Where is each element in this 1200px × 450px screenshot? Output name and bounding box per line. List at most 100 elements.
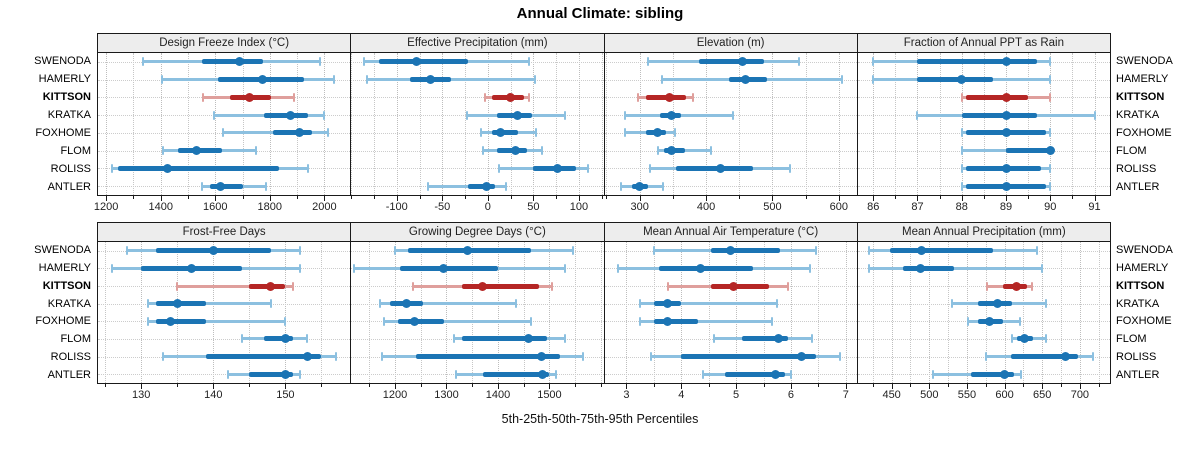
median-dot bbox=[285, 110, 295, 120]
axis-tick bbox=[601, 196, 603, 199]
whisker-cap bbox=[770, 316, 773, 326]
axis-tick bbox=[177, 384, 179, 387]
panel-header-design-freeze-index-c: Design Freeze Index (°C) bbox=[97, 33, 352, 53]
panel-title: Elevation (m) bbox=[696, 37, 765, 49]
whisker-cap bbox=[551, 281, 554, 291]
station-label-right: SWENODA bbox=[1116, 55, 1173, 67]
whisker-cap bbox=[839, 352, 842, 362]
axis-tick-label: 400 bbox=[696, 201, 716, 213]
whisker-cap bbox=[1049, 75, 1052, 85]
axis-tick bbox=[472, 384, 474, 387]
whisker-cap bbox=[176, 281, 179, 291]
axis-tick-label: 1600 bbox=[203, 201, 228, 213]
whisker-5-95 bbox=[640, 302, 778, 306]
axis-tick bbox=[948, 384, 950, 387]
whisker-5-95 bbox=[427, 184, 507, 188]
whisker-cap bbox=[453, 334, 456, 344]
gridline bbox=[98, 338, 351, 340]
whisker-cap bbox=[352, 263, 355, 273]
whisker-cap bbox=[563, 334, 566, 344]
axis-tick bbox=[626, 384, 628, 389]
gridline bbox=[160, 53, 162, 195]
station-label-right: HAMERLY bbox=[1116, 73, 1169, 85]
whisker-cap bbox=[967, 316, 970, 326]
chart-title: Annual Climate: sibling bbox=[516, 5, 684, 22]
whisker-cap bbox=[1031, 281, 1034, 291]
gridline bbox=[465, 53, 467, 195]
whisker-cap bbox=[264, 181, 267, 191]
axis-tick bbox=[442, 196, 444, 201]
whisker-cap bbox=[226, 369, 229, 379]
median-dot bbox=[1061, 352, 1071, 362]
whisker-cap bbox=[1049, 57, 1052, 67]
iqr-bar-25-75 bbox=[415, 354, 560, 360]
whisker-cap bbox=[702, 369, 705, 379]
iqr-bar-25-75 bbox=[155, 318, 207, 324]
whisker-cap bbox=[787, 281, 790, 291]
gridline bbox=[838, 53, 840, 195]
whisker-cap bbox=[571, 246, 574, 256]
station-label-left: HAMERLY bbox=[38, 73, 91, 85]
gridline bbox=[706, 53, 708, 195]
axis-tick bbox=[606, 196, 608, 199]
median-dot bbox=[993, 299, 1003, 309]
station-label-right: FLOM bbox=[1116, 333, 1147, 346]
median-dot bbox=[425, 75, 435, 85]
iqr-bar-25-75 bbox=[461, 283, 540, 289]
gridline bbox=[374, 53, 376, 195]
axis-tick bbox=[187, 196, 189, 199]
gridline bbox=[1094, 53, 1096, 195]
iqr-bar-25-75 bbox=[206, 354, 322, 360]
axis-tick-label: 88 bbox=[955, 201, 968, 213]
whisker-cap bbox=[872, 57, 875, 67]
axis-tick bbox=[1079, 384, 1081, 389]
whisker-cap bbox=[298, 263, 301, 273]
whisker-cap bbox=[378, 299, 381, 309]
median-dot bbox=[506, 92, 516, 102]
axis-tick bbox=[838, 196, 840, 201]
axis-tick bbox=[872, 384, 874, 387]
station-label-right: ROLISS bbox=[1116, 163, 1157, 175]
iqr-bar-25-75 bbox=[917, 59, 1037, 65]
axis-tick bbox=[1006, 196, 1007, 201]
whisker-cap bbox=[161, 75, 164, 85]
gridline bbox=[818, 242, 820, 383]
iqr-bar-25-75 bbox=[676, 165, 753, 171]
whisker-cap bbox=[660, 75, 663, 85]
axis-tick bbox=[578, 196, 580, 201]
axis-tick bbox=[133, 196, 135, 199]
axis-tick bbox=[681, 384, 683, 389]
axis-tick bbox=[772, 196, 774, 201]
station-label-left: FOXHOME bbox=[35, 127, 91, 139]
whisker-cap bbox=[932, 369, 935, 379]
gridline bbox=[133, 53, 135, 195]
axis-tick-label: 86 bbox=[867, 201, 880, 213]
whisker-5-95 bbox=[379, 302, 516, 306]
whisker-cap bbox=[222, 128, 225, 138]
gridline bbox=[419, 53, 421, 195]
iqr-bar-25-75 bbox=[725, 371, 786, 377]
gridline bbox=[604, 186, 857, 188]
iqr-bar-25-75 bbox=[118, 165, 279, 171]
median-dot bbox=[280, 369, 290, 379]
median-dot bbox=[172, 299, 182, 309]
gridline bbox=[446, 242, 448, 383]
gridline bbox=[187, 53, 189, 195]
gridline bbox=[1028, 53, 1030, 195]
whisker-cap bbox=[950, 299, 953, 309]
gridline bbox=[983, 53, 985, 195]
median-dot bbox=[235, 57, 245, 67]
median-dot bbox=[728, 281, 738, 291]
gridline bbox=[510, 53, 512, 195]
whisker-cap bbox=[814, 246, 817, 256]
axis-tick bbox=[763, 384, 765, 387]
whisker-cap bbox=[327, 128, 330, 138]
axis-tick-label: 500 bbox=[920, 389, 939, 401]
gridline bbox=[939, 53, 941, 195]
panel-plot-mean-annual-air-temperature-c bbox=[603, 241, 858, 384]
iqr-bar-25-75 bbox=[272, 130, 313, 136]
axis-tick bbox=[653, 384, 655, 387]
median-dot bbox=[510, 146, 520, 156]
axis-tick-label: 500 bbox=[763, 201, 782, 213]
iqr-bar-25-75 bbox=[711, 283, 769, 289]
